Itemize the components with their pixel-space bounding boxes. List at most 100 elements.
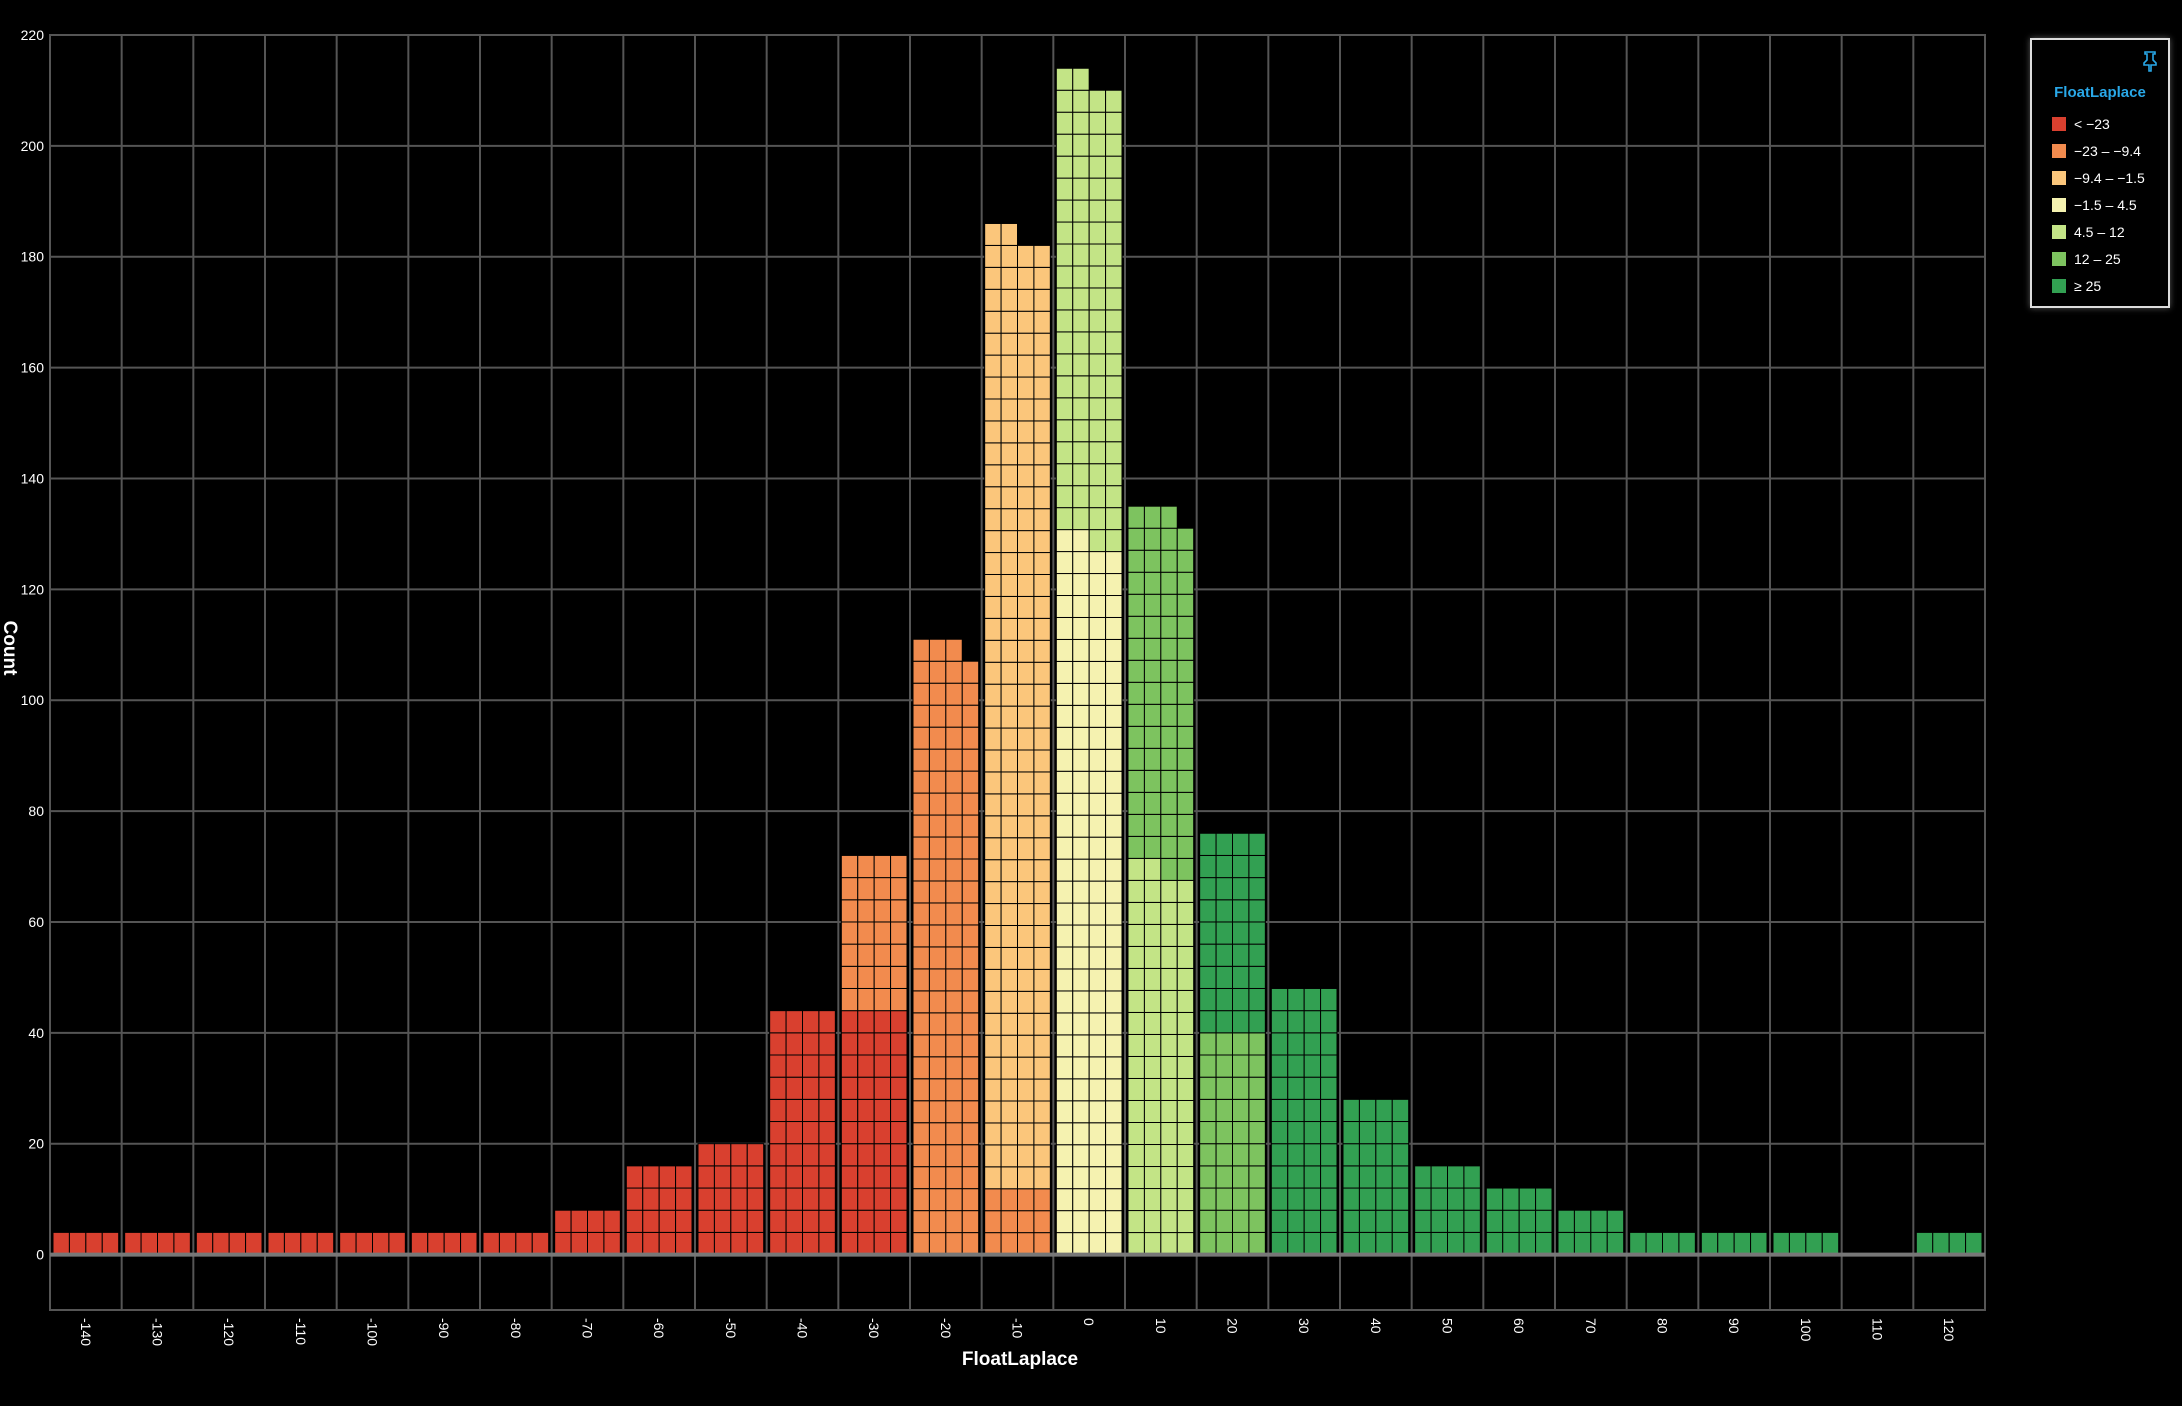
bar-cell bbox=[300, 1231, 318, 1256]
bar-cell bbox=[928, 660, 947, 684]
bar-cell bbox=[1160, 1011, 1178, 1035]
bar-cell bbox=[1375, 1187, 1393, 1211]
bar-cell bbox=[1033, 1078, 1051, 1102]
bar-cell bbox=[785, 1143, 803, 1167]
bar-cell bbox=[890, 1143, 908, 1167]
bar-cell bbox=[984, 486, 1002, 510]
bar-cell bbox=[1055, 155, 1074, 179]
bar-cell bbox=[388, 1231, 406, 1256]
bar-cell bbox=[1000, 661, 1018, 685]
bar-cell bbox=[961, 1100, 980, 1124]
bar-cell bbox=[1287, 1054, 1305, 1078]
bar-cell bbox=[427, 1231, 445, 1256]
bar-cell bbox=[840, 1032, 859, 1056]
bar-cell bbox=[1430, 1165, 1449, 1189]
bar-cell bbox=[1287, 1209, 1305, 1233]
bar-cell bbox=[1176, 1099, 1195, 1124]
bar-cell bbox=[603, 1209, 621, 1233]
bar-cell bbox=[1127, 1055, 1145, 1079]
bar-cell bbox=[1573, 1209, 1592, 1233]
bar-cell bbox=[857, 1098, 875, 1123]
legend-item[interactable]: ≥ 25 bbox=[2052, 272, 2145, 299]
bar-cell bbox=[1176, 945, 1195, 969]
bar-cell bbox=[1088, 616, 1107, 640]
bar-cell bbox=[928, 1144, 947, 1168]
histogram-bar bbox=[1772, 1231, 1840, 1256]
bar-cell bbox=[857, 921, 875, 945]
legend-item[interactable]: < −23 bbox=[2052, 110, 2145, 137]
bar-cell bbox=[890, 943, 908, 967]
bar-cell bbox=[1000, 815, 1018, 839]
bar-cell bbox=[1199, 1010, 1217, 1034]
bar-cell bbox=[1088, 770, 1107, 794]
bar-cell bbox=[1017, 1210, 1035, 1234]
legend-item[interactable]: −9.4 – −1.5 bbox=[2052, 164, 2145, 191]
bar-cell bbox=[1105, 660, 1123, 684]
bar-cell bbox=[945, 704, 963, 728]
bar-cell bbox=[961, 990, 980, 1014]
bar-cell bbox=[945, 660, 963, 684]
bar-cell bbox=[945, 1034, 963, 1058]
bar-cell bbox=[912, 748, 930, 772]
bar-cell bbox=[1199, 899, 1217, 923]
bar-cell bbox=[1105, 1078, 1123, 1102]
bar-cell bbox=[890, 854, 908, 879]
bar-cell bbox=[1303, 1143, 1322, 1167]
bar-cell bbox=[1215, 854, 1234, 879]
bar-cell bbox=[1072, 287, 1090, 311]
bar-cell bbox=[1199, 943, 1217, 967]
bar-cell bbox=[873, 1010, 892, 1034]
bar-cell bbox=[945, 726, 963, 750]
bar-cell bbox=[1088, 309, 1107, 333]
bar-cell bbox=[1000, 617, 1018, 641]
bars bbox=[52, 67, 1983, 1256]
bar-cell bbox=[1072, 155, 1090, 179]
bar-cell bbox=[818, 1076, 836, 1100]
bar-cell bbox=[1055, 463, 1074, 487]
histogram-bar bbox=[1629, 1231, 1696, 1256]
bar-cell bbox=[730, 1209, 748, 1233]
x-tick-label: 50 bbox=[1440, 1318, 1456, 1334]
bar-cell bbox=[1750, 1231, 1768, 1256]
bar-cell bbox=[1232, 899, 1250, 923]
legend-item[interactable]: 4.5 – 12 bbox=[2052, 218, 2145, 245]
legend-item[interactable]: 12 – 25 bbox=[2052, 245, 2145, 272]
x-tick-label: -110 bbox=[293, 1318, 309, 1345]
bar-cell bbox=[840, 1143, 859, 1167]
bar-cell bbox=[1358, 1098, 1377, 1123]
bar-cell bbox=[1485, 1187, 1504, 1211]
bar-cell bbox=[1105, 814, 1123, 838]
histogram-bar bbox=[410, 1231, 478, 1256]
x-tick-label: 100 bbox=[1798, 1318, 1814, 1342]
bar-cell bbox=[1017, 946, 1035, 970]
bar-cell bbox=[1017, 464, 1035, 488]
bar-cell bbox=[1105, 265, 1123, 289]
legend[interactable]: FloatLaplace < −23 −23 – −9.4 −9.4 – −1.… bbox=[2030, 38, 2170, 308]
bar-cell bbox=[890, 1165, 908, 1189]
bar-cell bbox=[1088, 155, 1107, 179]
histogram-bar bbox=[697, 1143, 765, 1256]
pin-icon[interactable] bbox=[2142, 50, 2158, 72]
bar-cell bbox=[873, 943, 892, 967]
bar-cell bbox=[1017, 1232, 1035, 1256]
bar-cell bbox=[1127, 813, 1145, 837]
legend-item[interactable]: −23 – −9.4 bbox=[2052, 137, 2145, 164]
bar-cell bbox=[984, 1188, 1002, 1212]
bar-cell bbox=[1000, 552, 1018, 575]
bar-cell bbox=[1342, 1187, 1360, 1211]
bar-cell bbox=[945, 814, 963, 838]
bar-cell bbox=[1375, 1143, 1393, 1167]
bar-cell bbox=[1176, 615, 1195, 639]
bar-cell bbox=[1033, 1210, 1051, 1234]
bar-cell bbox=[1303, 1032, 1322, 1056]
bar-cell bbox=[1072, 111, 1090, 135]
legend-item[interactable]: −1.5 – 4.5 bbox=[2052, 191, 2145, 218]
bar-cell bbox=[1232, 987, 1250, 1012]
bar-cell bbox=[1215, 921, 1234, 945]
bar-cell bbox=[1215, 987, 1234, 1012]
bar-cell bbox=[1160, 791, 1178, 815]
bar-cell bbox=[961, 858, 980, 882]
bar-cell bbox=[1105, 485, 1123, 509]
bar-cell bbox=[1105, 858, 1123, 882]
bar-cell bbox=[1072, 1034, 1090, 1058]
